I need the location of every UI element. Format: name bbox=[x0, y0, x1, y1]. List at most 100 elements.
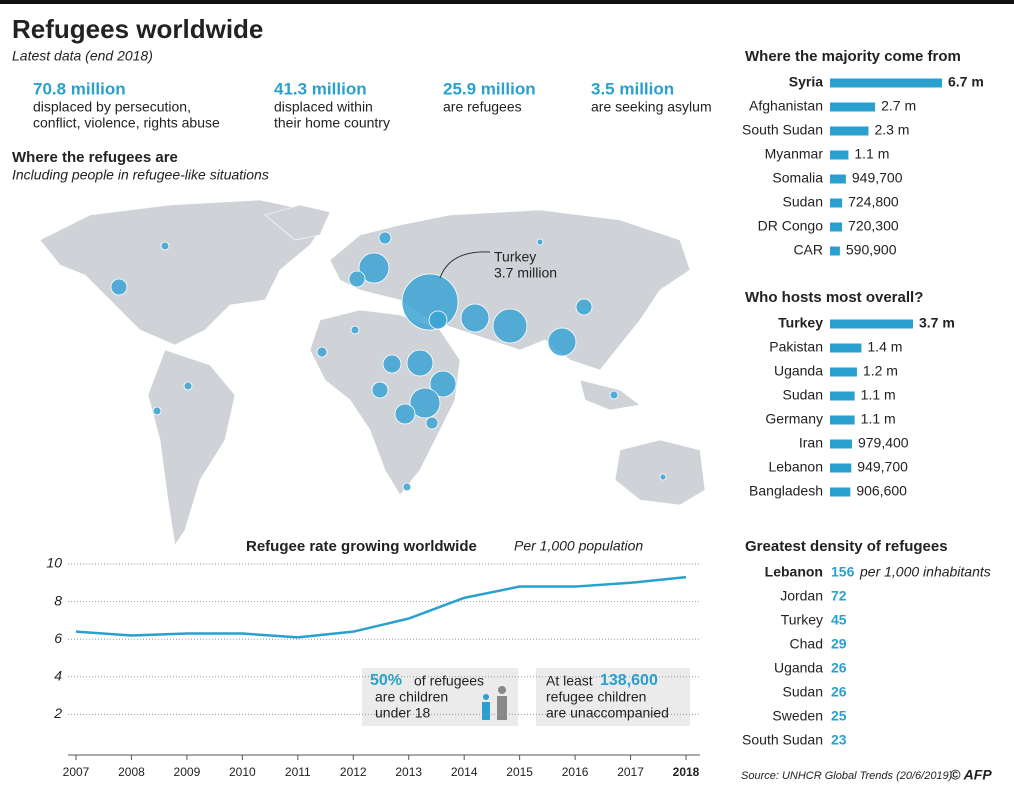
bar bbox=[830, 222, 843, 232]
y-tick-label: 2 bbox=[53, 705, 62, 721]
credit: © AFP bbox=[950, 767, 992, 783]
bar bbox=[830, 246, 840, 256]
x-tick-label: 2017 bbox=[617, 765, 644, 779]
stat-label: conflict, violence, rights abuse bbox=[33, 115, 220, 131]
density-value: 72 bbox=[831, 588, 847, 604]
stat-label: displaced within bbox=[274, 99, 373, 115]
bar-label: Afghanistan bbox=[749, 98, 823, 114]
bar bbox=[830, 78, 942, 88]
bar bbox=[830, 463, 852, 473]
x-tick-label: 2008 bbox=[118, 765, 145, 779]
bar bbox=[830, 319, 913, 329]
density-country: Sweden bbox=[772, 708, 823, 724]
value-label: 3.7 m bbox=[919, 315, 955, 331]
map-subtitle: Including people in refugee-like situati… bbox=[12, 167, 269, 183]
bar bbox=[830, 415, 855, 425]
bar bbox=[830, 439, 852, 449]
density-value: 25 bbox=[831, 708, 847, 724]
map-annotation: 3.7 million bbox=[494, 265, 557, 281]
top-rule bbox=[0, 0, 1014, 4]
bar bbox=[830, 102, 876, 112]
density-value: 45 bbox=[831, 612, 847, 628]
density-country: Lebanon bbox=[765, 564, 823, 580]
value-label: 1.1 m bbox=[854, 146, 889, 162]
bar-label: Syria bbox=[789, 74, 823, 90]
value-label: 1.1 m bbox=[861, 411, 896, 427]
annotation-highlight: 138,600 bbox=[600, 672, 658, 689]
bar-label: South Sudan bbox=[742, 122, 823, 138]
x-tick-label: 2011 bbox=[285, 765, 311, 779]
source: Source: UNHCR Global Trends (20/6/2019) bbox=[741, 770, 953, 782]
value-label: 979,400 bbox=[858, 435, 909, 451]
value-label: 6.7 m bbox=[948, 74, 984, 90]
stat-value: 41.3 million bbox=[274, 79, 367, 98]
bar-label: Uganda bbox=[774, 363, 823, 379]
x-tick-label: 2013 bbox=[395, 765, 422, 779]
stat-label: displaced by persecution, bbox=[33, 99, 191, 115]
bar-label: Myanmar bbox=[765, 146, 824, 162]
value-label: 1.2 m bbox=[863, 363, 898, 379]
bar-label: CAR bbox=[793, 242, 823, 258]
density-country: Jordan bbox=[780, 588, 823, 604]
line bbox=[75, 575, 687, 639]
subtitle: Latest data (end 2018) bbox=[12, 48, 153, 64]
annotation-text: are children bbox=[375, 689, 448, 705]
title: Refugees worldwide bbox=[12, 14, 263, 44]
x-tick-label: 2007 bbox=[63, 765, 90, 779]
y-tick-label: 10 bbox=[46, 555, 62, 571]
callout-box bbox=[362, 668, 518, 726]
density-value: 156 bbox=[831, 564, 855, 580]
bar-label: Pakistan bbox=[769, 339, 823, 355]
density-title: Greatest density of refugees bbox=[745, 538, 948, 555]
stat-label: are refugees bbox=[443, 99, 522, 115]
bar bbox=[830, 487, 851, 497]
annotation-text: are unaccompanied bbox=[546, 705, 669, 721]
child-icon bbox=[482, 686, 507, 720]
bar-label: Somalia bbox=[772, 170, 823, 186]
value-label: 2.7 m bbox=[881, 98, 916, 114]
chart-title: Where the majority come from bbox=[745, 48, 961, 65]
x-tick-label: 2016 bbox=[562, 765, 589, 779]
bar bbox=[830, 343, 862, 353]
density-value: 23 bbox=[831, 732, 847, 748]
y-tick-label: 8 bbox=[54, 592, 62, 608]
world-map bbox=[39, 199, 706, 546]
bar bbox=[830, 174, 846, 184]
x-tick-label: 2012 bbox=[340, 765, 367, 779]
density-value: 26 bbox=[831, 684, 847, 700]
map-title: Where the refugees are bbox=[12, 149, 178, 166]
value-label: 720,300 bbox=[848, 218, 899, 234]
chart-title: Refugee rate growing worldwide bbox=[246, 538, 477, 555]
density-country: Sudan bbox=[783, 684, 823, 700]
x-tick-label: 2018 bbox=[673, 765, 700, 779]
value-label: 949,700 bbox=[857, 459, 908, 475]
bar bbox=[830, 126, 869, 136]
x-tick-label: 2015 bbox=[506, 765, 533, 779]
chart-title: Who hosts most overall? bbox=[745, 289, 923, 306]
bar-label: Bangladesh bbox=[749, 483, 823, 499]
stat-value: 3.5 million bbox=[591, 79, 674, 98]
bar-label: Sudan bbox=[783, 194, 823, 210]
x-tick-label: 2010 bbox=[229, 765, 256, 779]
stat-label: are seeking asylum bbox=[591, 99, 712, 115]
value-label: 906,600 bbox=[856, 483, 907, 499]
annotation-highlight: 50% bbox=[370, 672, 402, 689]
stat-value: 70.8 million bbox=[33, 79, 126, 98]
value-label: 724,800 bbox=[848, 194, 899, 210]
bar-label: Iran bbox=[799, 435, 823, 451]
annotation-text: of refugees bbox=[414, 673, 484, 689]
density-value: 29 bbox=[831, 636, 847, 652]
annotation-text: under 18 bbox=[375, 705, 430, 721]
bar bbox=[830, 391, 855, 401]
density-unit: per 1,000 inhabitants bbox=[859, 564, 991, 580]
density-country: Uganda bbox=[774, 660, 823, 676]
y-tick-label: 4 bbox=[54, 668, 62, 684]
stat-label: their home country bbox=[274, 115, 390, 131]
stat-value: 25.9 million bbox=[443, 79, 536, 98]
value-label: 949,700 bbox=[852, 170, 903, 186]
bar-label: Lebanon bbox=[768, 459, 823, 475]
bar bbox=[830, 198, 843, 208]
chart-subtitle: Per 1,000 population bbox=[514, 538, 643, 554]
value-label: 1.4 m bbox=[867, 339, 902, 355]
